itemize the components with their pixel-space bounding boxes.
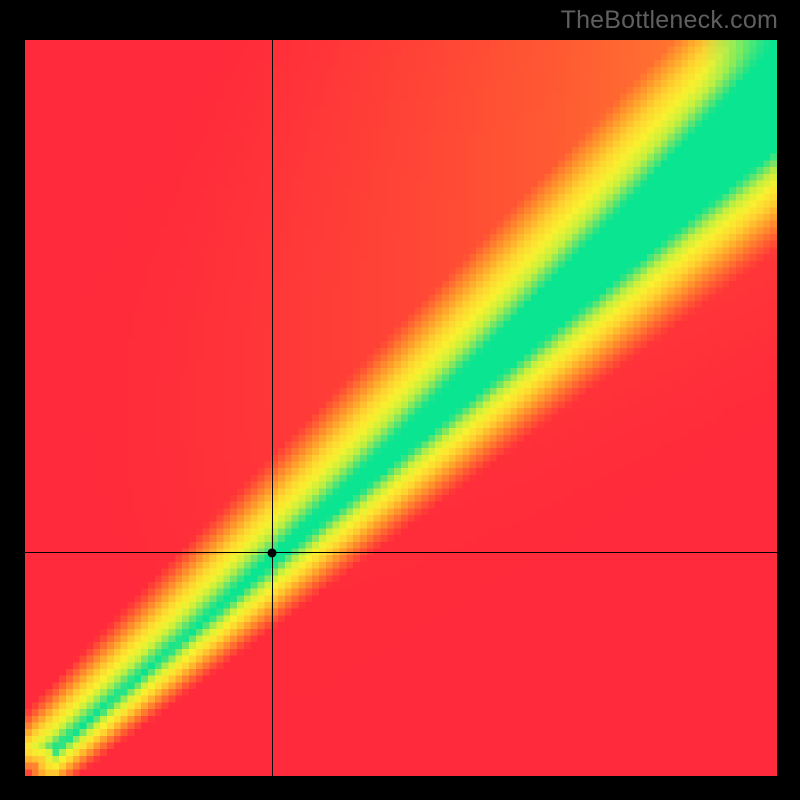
heatmap-canvas [25,40,777,776]
watermark-text: TheBottleneck.com [561,6,778,35]
crosshair-dot [268,548,277,557]
heatmap-chart [25,40,777,776]
crosshair-vertical [272,40,273,776]
crosshair-horizontal [25,552,777,553]
